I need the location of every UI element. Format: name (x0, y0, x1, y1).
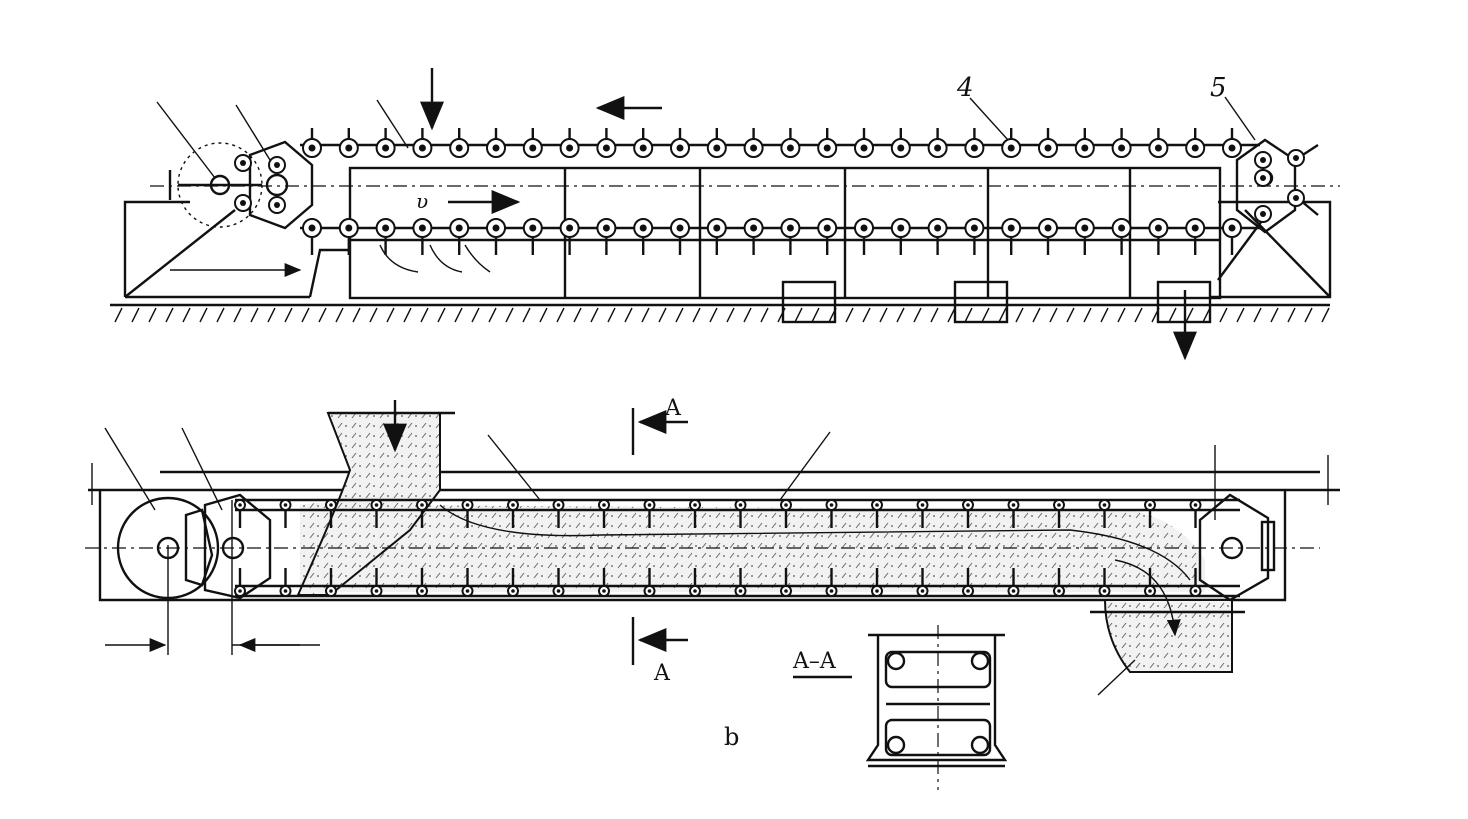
right-frame (1210, 200, 1332, 299)
leader-5 (1224, 96, 1256, 141)
ground-hatching (114, 307, 1330, 323)
leader-11 (1097, 659, 1136, 696)
part-5-label: 5 (1210, 73, 1227, 103)
leader-2 (235, 104, 271, 161)
leader-8 (487, 434, 541, 501)
section-a-a: A–A (792, 625, 1008, 790)
section-label-top: A (664, 396, 682, 421)
leader-4 (969, 97, 1009, 141)
support-2 (953, 280, 1009, 324)
part-4-label: 4 (956, 73, 974, 103)
top-conveyor-elevation: υ 4 5 (110, 68, 1340, 361)
head-sprocket (248, 140, 314, 230)
velocity-label: υ (416, 189, 428, 213)
left-frame (123, 200, 190, 297)
support-1 (781, 280, 837, 324)
bottom-conveyor-plan: A A (85, 396, 1340, 696)
leader-7 (181, 427, 223, 511)
material-bed (300, 502, 1205, 592)
tail-sprocket-plan (1198, 493, 1270, 602)
subfigure-label: b (724, 723, 739, 751)
leader-6 (104, 427, 156, 511)
head-sprocket-plan (203, 493, 272, 600)
section-label-bottom: A (653, 661, 671, 686)
leader-9 (779, 431, 831, 501)
section-view-label: A–A (792, 649, 837, 674)
tail-sprocket (1235, 138, 1297, 234)
bottom-chain (234, 499, 1202, 597)
top-chain (234, 128, 1305, 255)
leader-3 (376, 99, 409, 149)
leader-1 (156, 101, 216, 179)
housing-outer (98, 490, 1287, 602)
feed-hopper (296, 412, 441, 596)
